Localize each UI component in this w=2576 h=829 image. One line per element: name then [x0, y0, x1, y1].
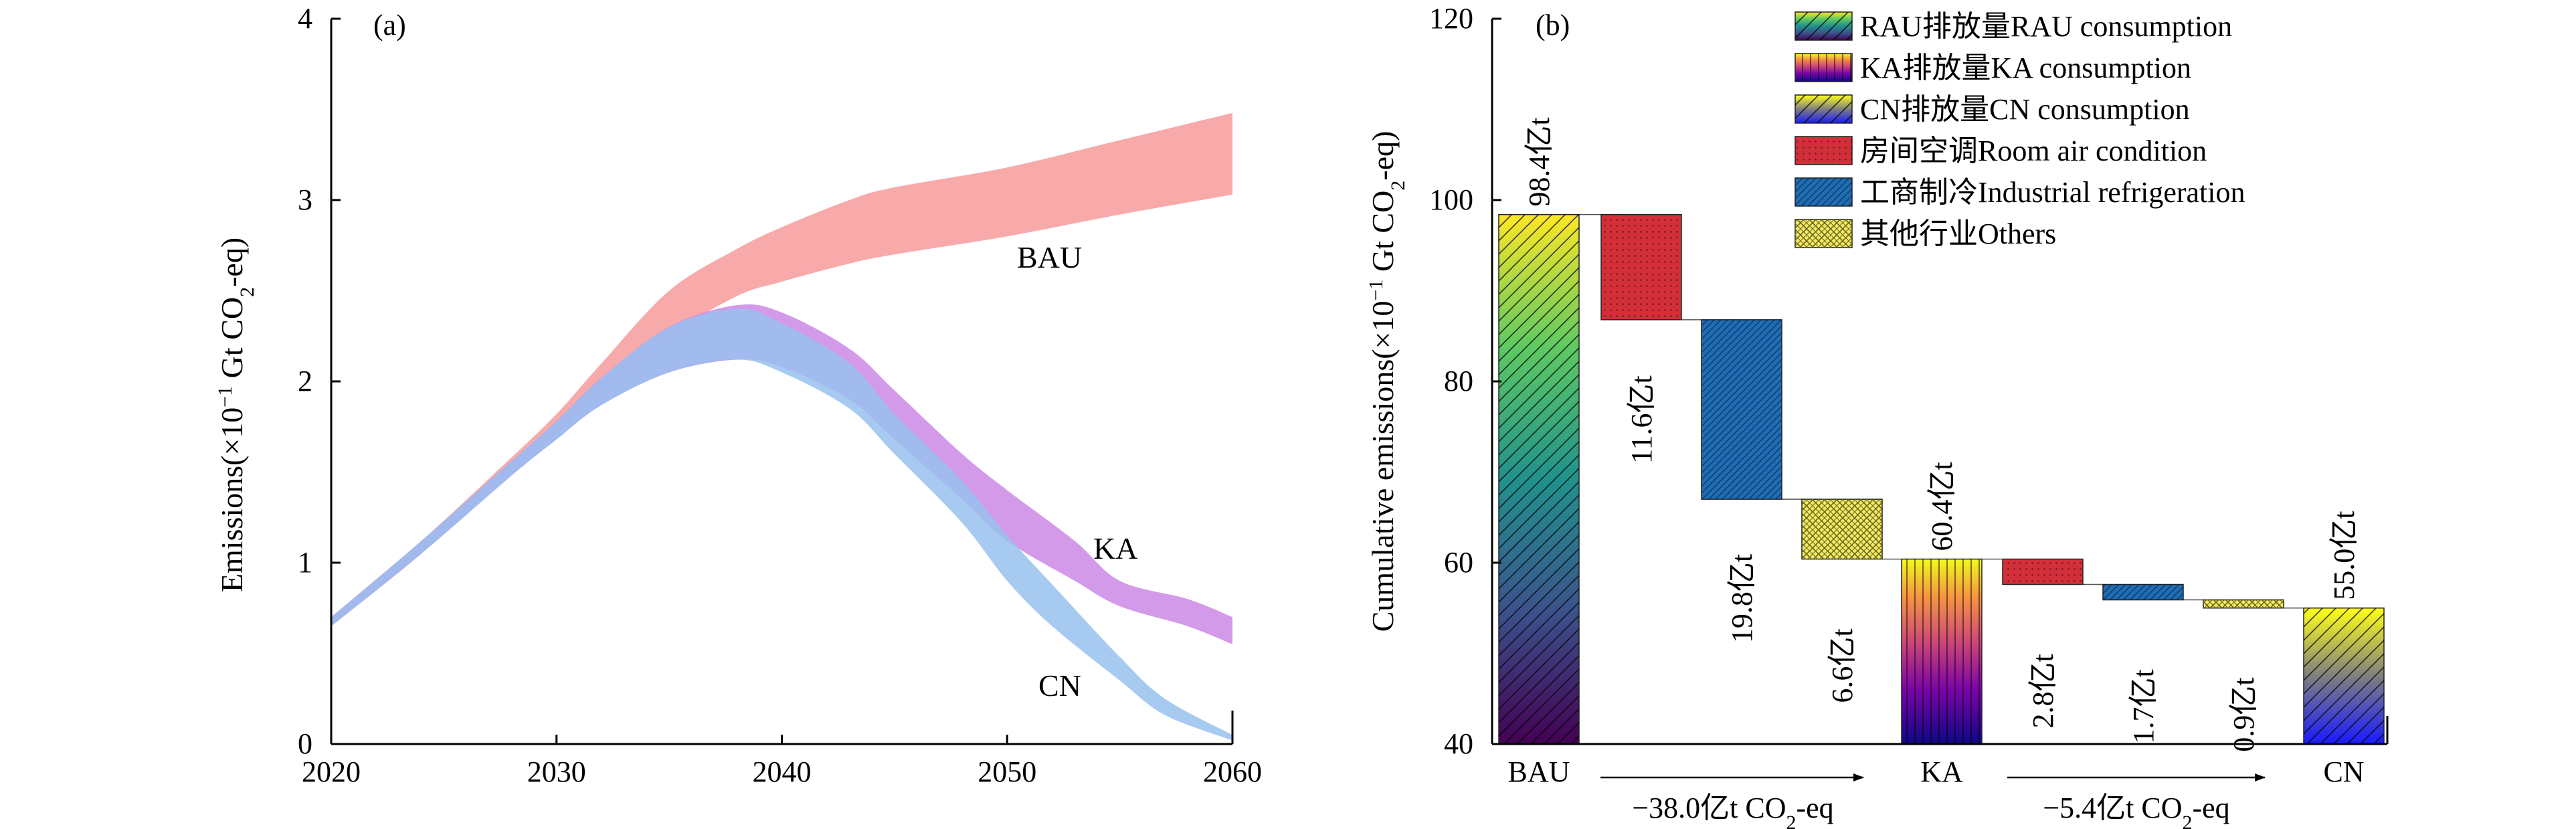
b-y-axis-label: Cumulative emissions(×10−1 Gt CO2-eq) [1365, 131, 1409, 632]
bar-value-label: 1.7亿t [2127, 669, 2160, 743]
bar-step-room-5 [2002, 558, 2084, 585]
waterfall-bars [1498, 213, 2385, 745]
bar-step-industrial-6 [2102, 583, 2184, 601]
bar-value-label: 6.6亿t [1826, 628, 1859, 703]
a-series-label-ka: KA [1093, 531, 1137, 565]
a-series-label-cn: CN [1038, 668, 1081, 703]
bar-step-room-1 [1600, 213, 1682, 320]
bar-value-label: 0.9亿t [2227, 678, 2260, 752]
b-y-tick-label: 40 [1444, 727, 1473, 760]
a-x-ticks: 2020 2030 2040 2050 2060 [302, 735, 1262, 788]
b-category-label-ka: KA [1920, 755, 1963, 788]
b-y-tick-label: 60 [1444, 546, 1473, 579]
bar-total-ka [1901, 558, 1983, 745]
legend-label: CN排放量CN consumption [1860, 93, 2190, 126]
bar-step-others-7 [2203, 599, 2284, 609]
a-y-axis-label: Emissions(×10−1 Gt CO2-eq) [214, 238, 258, 592]
a-x-tick-label: 2030 [527, 755, 586, 788]
bar-value-label: 11.6亿t [1625, 375, 1658, 464]
b-category-label-cn: CN [2323, 755, 2364, 788]
panel-a-emissions-chart: 0 1 2 3 4 2020 2030 2040 2050 2060 (a) BAU KA CN… [214, 2, 1263, 788]
a-y-tick-label: 1 [298, 546, 312, 579]
panel-b-waterfall-chart: 98.4亿t 11.6亿t 19.8亿t 6.6亿t 60.4亿t 2.8亿t 1.7亿t 0… [1365, 2, 2389, 829]
bar-value-label: 60.4亿t [1926, 462, 1958, 551]
a-series-label-bau: BAU [1017, 240, 1082, 274]
legend-label: 房间空调Room air condition [1860, 134, 2207, 167]
legend-label: RAU排放量RAU consumption [1860, 10, 2232, 43]
reduction-label-ka-cn: −5.4亿t CO2-eq [2043, 792, 2229, 829]
bar-step-industrial-2 [1701, 319, 1782, 500]
legend-entry-ka: KA排放量KA consumption [1795, 52, 2191, 84]
b-category-labels: BAU KA CN [1508, 755, 2365, 788]
a-x-tick-label: 2050 [978, 755, 1036, 788]
bar-value-label: 2.8亿t [2027, 654, 2059, 728]
a-y-tick-label: 4 [298, 2, 312, 35]
emission-bands [331, 112, 1232, 741]
a-y-tick-label: 2 [298, 365, 312, 397]
a-y-tick-label: 3 [298, 183, 312, 216]
legend-entry-cn: CN排放量CN consumption [1795, 93, 2190, 126]
a-x-tick-label: 2040 [753, 755, 812, 788]
b-category-label-bau: BAU [1508, 755, 1570, 788]
a-x-tick-label: 2020 [302, 755, 361, 788]
a-x-tick-label: 2060 [1203, 755, 1262, 788]
b-y-tick-label: 120 [1429, 2, 1473, 35]
legend: RAU排放量RAU consumption KA排放量KA consumption… [1795, 10, 2245, 250]
legend-entry-rau: RAU排放量RAU consumption [1795, 10, 2232, 43]
reduction-label-bau-ka: −38.0亿t CO2-eq [1632, 792, 1833, 829]
bar-value-label: 19.8亿t [1726, 554, 1758, 643]
waterfall-connectors [1579, 213, 2304, 609]
band-bau [331, 112, 1232, 626]
b-panel-label: (b) [1536, 9, 1570, 41]
legend-entry-industrial: 工商制冷Industrial refrigeration [1795, 176, 2245, 209]
bar-step-others-3 [1801, 498, 1883, 560]
legend-entry-room: 房间空调Room air condition [1795, 134, 2207, 167]
a-y-tick-label: 0 [298, 727, 312, 760]
b-y-tick-label: 100 [1429, 183, 1473, 216]
bar-value-label: 55.0亿t [2328, 511, 2361, 600]
legend-label: 工商制冷Industrial refrigeration [1860, 176, 2245, 209]
b-y-tick-label: 80 [1444, 365, 1473, 397]
b-y-ticks: 40 60 80 100 120 [1429, 2, 1501, 760]
waterfall-bar-labels: 98.4亿t 11.6亿t 19.8亿t 6.6亿t 60.4亿t 2.8亿t 1.7亿t 0… [1523, 117, 2361, 751]
legend-entry-others: 其他行业Others [1795, 217, 2056, 250]
a-panel-label: (a) [373, 9, 406, 41]
bar-total-bau [1498, 213, 1580, 745]
legend-label: KA排放量KA consumption [1860, 52, 2191, 84]
bar-value-label: 98.4亿t [1523, 117, 1556, 206]
legend-label: 其他行业Others [1860, 217, 2056, 250]
bar-total-cn [2303, 608, 2385, 745]
a-y-ticks: 0 1 2 3 4 [298, 2, 341, 760]
band-cn [331, 308, 1232, 741]
